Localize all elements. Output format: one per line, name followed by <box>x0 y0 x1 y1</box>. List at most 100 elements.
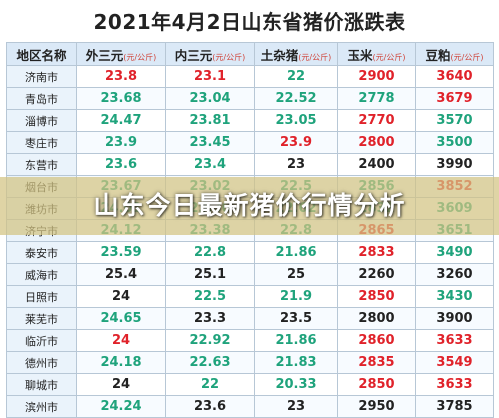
price-cell: 25.1 <box>165 263 255 286</box>
table-row: 淄博市 24.47 23.81 23.05 2770 3570 <box>6 109 494 132</box>
header-corn: 玉米(元/公斤) <box>337 42 416 66</box>
table-row: 青岛市 23.68 23.04 22.52 2778 3679 <box>6 87 494 110</box>
price-cell: 22.63 <box>165 351 255 374</box>
table-row: 滨州市 24.24 23.6 23 2950 3785 <box>6 395 494 418</box>
table-row: 泰安市 23.59 22.8 21.86 2833 3490 <box>6 241 494 264</box>
price-cell: 22.5 <box>165 285 255 308</box>
price-cell: 24 <box>76 329 166 352</box>
price-cell: 3500 <box>415 131 494 154</box>
price-cell: 23.05 <box>254 109 338 132</box>
price-cell: 2800 <box>337 307 416 330</box>
price-cell: 22 <box>165 373 255 396</box>
price-cell: 24.47 <box>76 109 166 132</box>
header-region: 地区名称 <box>6 42 77 66</box>
price-cell: 23.9 <box>76 131 166 154</box>
header-mixed-breed: 土杂猪(元/公斤) <box>254 42 338 66</box>
price-cell: 2770 <box>337 109 416 132</box>
price-cell: 3633 <box>415 329 494 352</box>
price-cell: 23.3 <box>165 307 255 330</box>
price-cell: 3633 <box>415 373 494 396</box>
price-cell: 23 <box>254 395 338 418</box>
overlay-banner <box>0 177 499 235</box>
price-cell: 3260 <box>415 263 494 286</box>
header-outer-sanyuan: 外三元(元/公斤) <box>76 42 166 66</box>
region-cell: 淄博市 <box>6 109 77 132</box>
price-cell: 21.9 <box>254 285 338 308</box>
price-cell: 23.04 <box>165 87 255 110</box>
table-row: 济南市 23.8 23.1 22 2900 3640 <box>6 65 494 88</box>
price-cell: 2850 <box>337 373 416 396</box>
table-row: 德州市 24.18 22.63 21.83 2835 3549 <box>6 351 494 374</box>
price-cell: 20.33 <box>254 373 338 396</box>
price-cell: 23.5 <box>254 307 338 330</box>
table-row: 东营市 23.6 23.4 23 2400 3990 <box>6 153 494 176</box>
price-cell: 2950 <box>337 395 416 418</box>
price-cell: 21.83 <box>254 351 338 374</box>
region-cell: 德州市 <box>6 351 77 374</box>
price-cell: 2860 <box>337 329 416 352</box>
price-cell: 22.8 <box>165 241 255 264</box>
price-cell: 25 <box>254 263 338 286</box>
price-cell: 22.92 <box>165 329 255 352</box>
price-cell: 2260 <box>337 263 416 286</box>
price-cell: 2800 <box>337 131 416 154</box>
price-cell: 3990 <box>415 153 494 176</box>
price-cell: 23.59 <box>76 241 166 264</box>
price-cell: 23.45 <box>165 131 255 154</box>
table-row: 枣庄市 23.9 23.45 23.9 2800 3500 <box>6 131 494 154</box>
price-cell: 23.68 <box>76 87 166 110</box>
table-row: 临沂市 24 22.92 21.86 2860 3633 <box>6 329 494 352</box>
price-cell: 23.4 <box>165 153 255 176</box>
price-cell: 3900 <box>415 307 494 330</box>
region-cell: 滨州市 <box>6 395 77 418</box>
price-cell: 22 <box>254 65 338 88</box>
table-title: 2021年4月2日山东省猪价涨跌表 <box>93 10 406 34</box>
price-cell: 3430 <box>415 285 494 308</box>
price-cell: 21.86 <box>254 241 338 264</box>
price-cell: 23.9 <box>254 131 338 154</box>
price-cell: 2778 <box>337 87 416 110</box>
header-inner-sanyuan: 内三元(元/公斤) <box>165 42 255 66</box>
overlay-headline: 山东今日最新猪价行情分析 <box>93 191 406 220</box>
price-cell: 24 <box>76 373 166 396</box>
price-cell: 23.6 <box>76 153 166 176</box>
price-cell: 24.65 <box>76 307 166 330</box>
table-row: 日照市 24 22.5 21.9 2850 3430 <box>6 285 494 308</box>
region-cell: 威海市 <box>6 263 77 286</box>
region-cell: 济南市 <box>6 65 77 88</box>
price-cell: 3679 <box>415 87 494 110</box>
price-cell: 23.6 <box>165 395 255 418</box>
price-cell: 23 <box>254 153 338 176</box>
price-cell: 3490 <box>415 241 494 264</box>
price-cell: 24.24 <box>76 395 166 418</box>
region-cell: 枣庄市 <box>6 131 77 154</box>
price-cell: 2833 <box>337 241 416 264</box>
header-row: 地区名称 外三元(元/公斤) 内三元(元/公斤) 土杂猪(元/公斤) 玉米(元/… <box>6 42 494 66</box>
price-cell: 3640 <box>415 65 494 88</box>
price-cell: 2900 <box>337 65 416 88</box>
region-cell: 青岛市 <box>6 87 77 110</box>
price-cell: 2835 <box>337 351 416 374</box>
table-row: 威海市 25.4 25.1 25 2260 3260 <box>6 263 494 286</box>
price-cell: 3785 <box>415 395 494 418</box>
region-cell: 东营市 <box>6 153 77 176</box>
region-cell: 聊城市 <box>6 373 77 396</box>
price-cell: 24 <box>76 285 166 308</box>
region-cell: 莱芜市 <box>6 307 77 330</box>
region-cell: 泰安市 <box>6 241 77 264</box>
table-row: 聊城市 24 22 20.33 2850 3633 <box>6 373 494 396</box>
header-soymeal: 豆粕(元/公斤) <box>415 42 494 66</box>
region-cell: 临沂市 <box>6 329 77 352</box>
price-cell: 2400 <box>337 153 416 176</box>
price-cell: 2850 <box>337 285 416 308</box>
price-cell: 3549 <box>415 351 494 374</box>
table-row: 莱芜市 24.65 23.3 23.5 2800 3900 <box>6 307 494 330</box>
price-cell: 25.4 <box>76 263 166 286</box>
price-cell: 23.1 <box>165 65 255 88</box>
price-cell: 21.86 <box>254 329 338 352</box>
price-cell: 23.8 <box>76 65 166 88</box>
region-cell: 日照市 <box>6 285 77 308</box>
price-cell: 3570 <box>415 109 494 132</box>
price-cell: 22.52 <box>254 87 338 110</box>
price-cell: 23.81 <box>165 109 255 132</box>
